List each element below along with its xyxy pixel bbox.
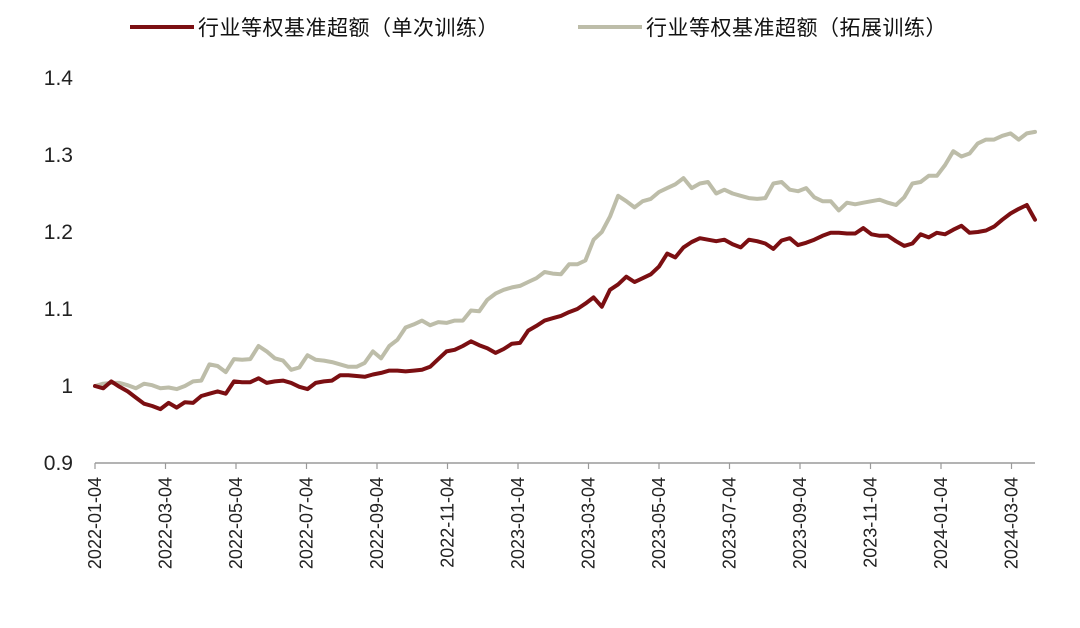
- y-tick-label: 1.3: [44, 144, 73, 167]
- x-tick-label: 2023-09-04: [790, 477, 810, 569]
- legend-label-extended-training: 行业等权基准超额（拓展训练）: [646, 17, 947, 40]
- x-tick-labels: 2022-01-04 2022-03-04 2022-05-04 2022-07-04…: [85, 477, 1022, 569]
- series-line-single-training: [93, 203, 1037, 412]
- x-tick-label: 2022-01-04: [85, 477, 105, 569]
- x-tick-label: 2024-01-04: [931, 477, 951, 569]
- legend-item-single-training: 行业等权基准超额（单次训练）: [130, 12, 499, 42]
- legend: 行业等权基准超额（单次训练） 行业等权基准超额（拓展训练）: [0, 12, 1080, 42]
- x-tick-label: 2023-07-04: [720, 477, 740, 569]
- series-line-extended-training: [93, 129, 1037, 392]
- y-tick-labels: 0.9 1 1.1 1.2 1.3 1.4: [44, 67, 74, 475]
- x-tick-label: 2023-01-04: [508, 477, 528, 569]
- y-tick-label: 1: [61, 375, 73, 398]
- axes: [94, 462, 1035, 469]
- y-tick-label: 1.4: [44, 67, 74, 90]
- y-tick-label: 0.9: [44, 452, 73, 475]
- legend-item-extended-training: 行业等权基准超额（拓展训练）: [578, 12, 947, 42]
- x-tick-label: 2022-11-04: [438, 477, 458, 568]
- x-tick-label: 2022-07-04: [297, 477, 317, 569]
- y-tick-label: 1.1: [44, 298, 73, 321]
- legend-swatch-extended-training: [578, 25, 642, 29]
- x-tick-label: 2023-05-04: [649, 477, 669, 569]
- x-tick-label: 2022-05-04: [226, 477, 246, 569]
- legend-swatch-single-training: [130, 25, 194, 29]
- x-tick-label: 2022-03-04: [156, 477, 176, 569]
- y-tick-label: 1.2: [44, 221, 73, 244]
- x-tick-label: 2023-03-04: [579, 477, 599, 569]
- x-tick-label: 2024-03-04: [1002, 477, 1022, 569]
- x-tick-label: 2022-09-04: [367, 477, 387, 569]
- x-tick-label: 2023-11-04: [861, 477, 881, 568]
- series-layer: [93, 129, 1037, 412]
- legend-label-single-training: 行业等权基准超额（单次训练）: [198, 17, 499, 40]
